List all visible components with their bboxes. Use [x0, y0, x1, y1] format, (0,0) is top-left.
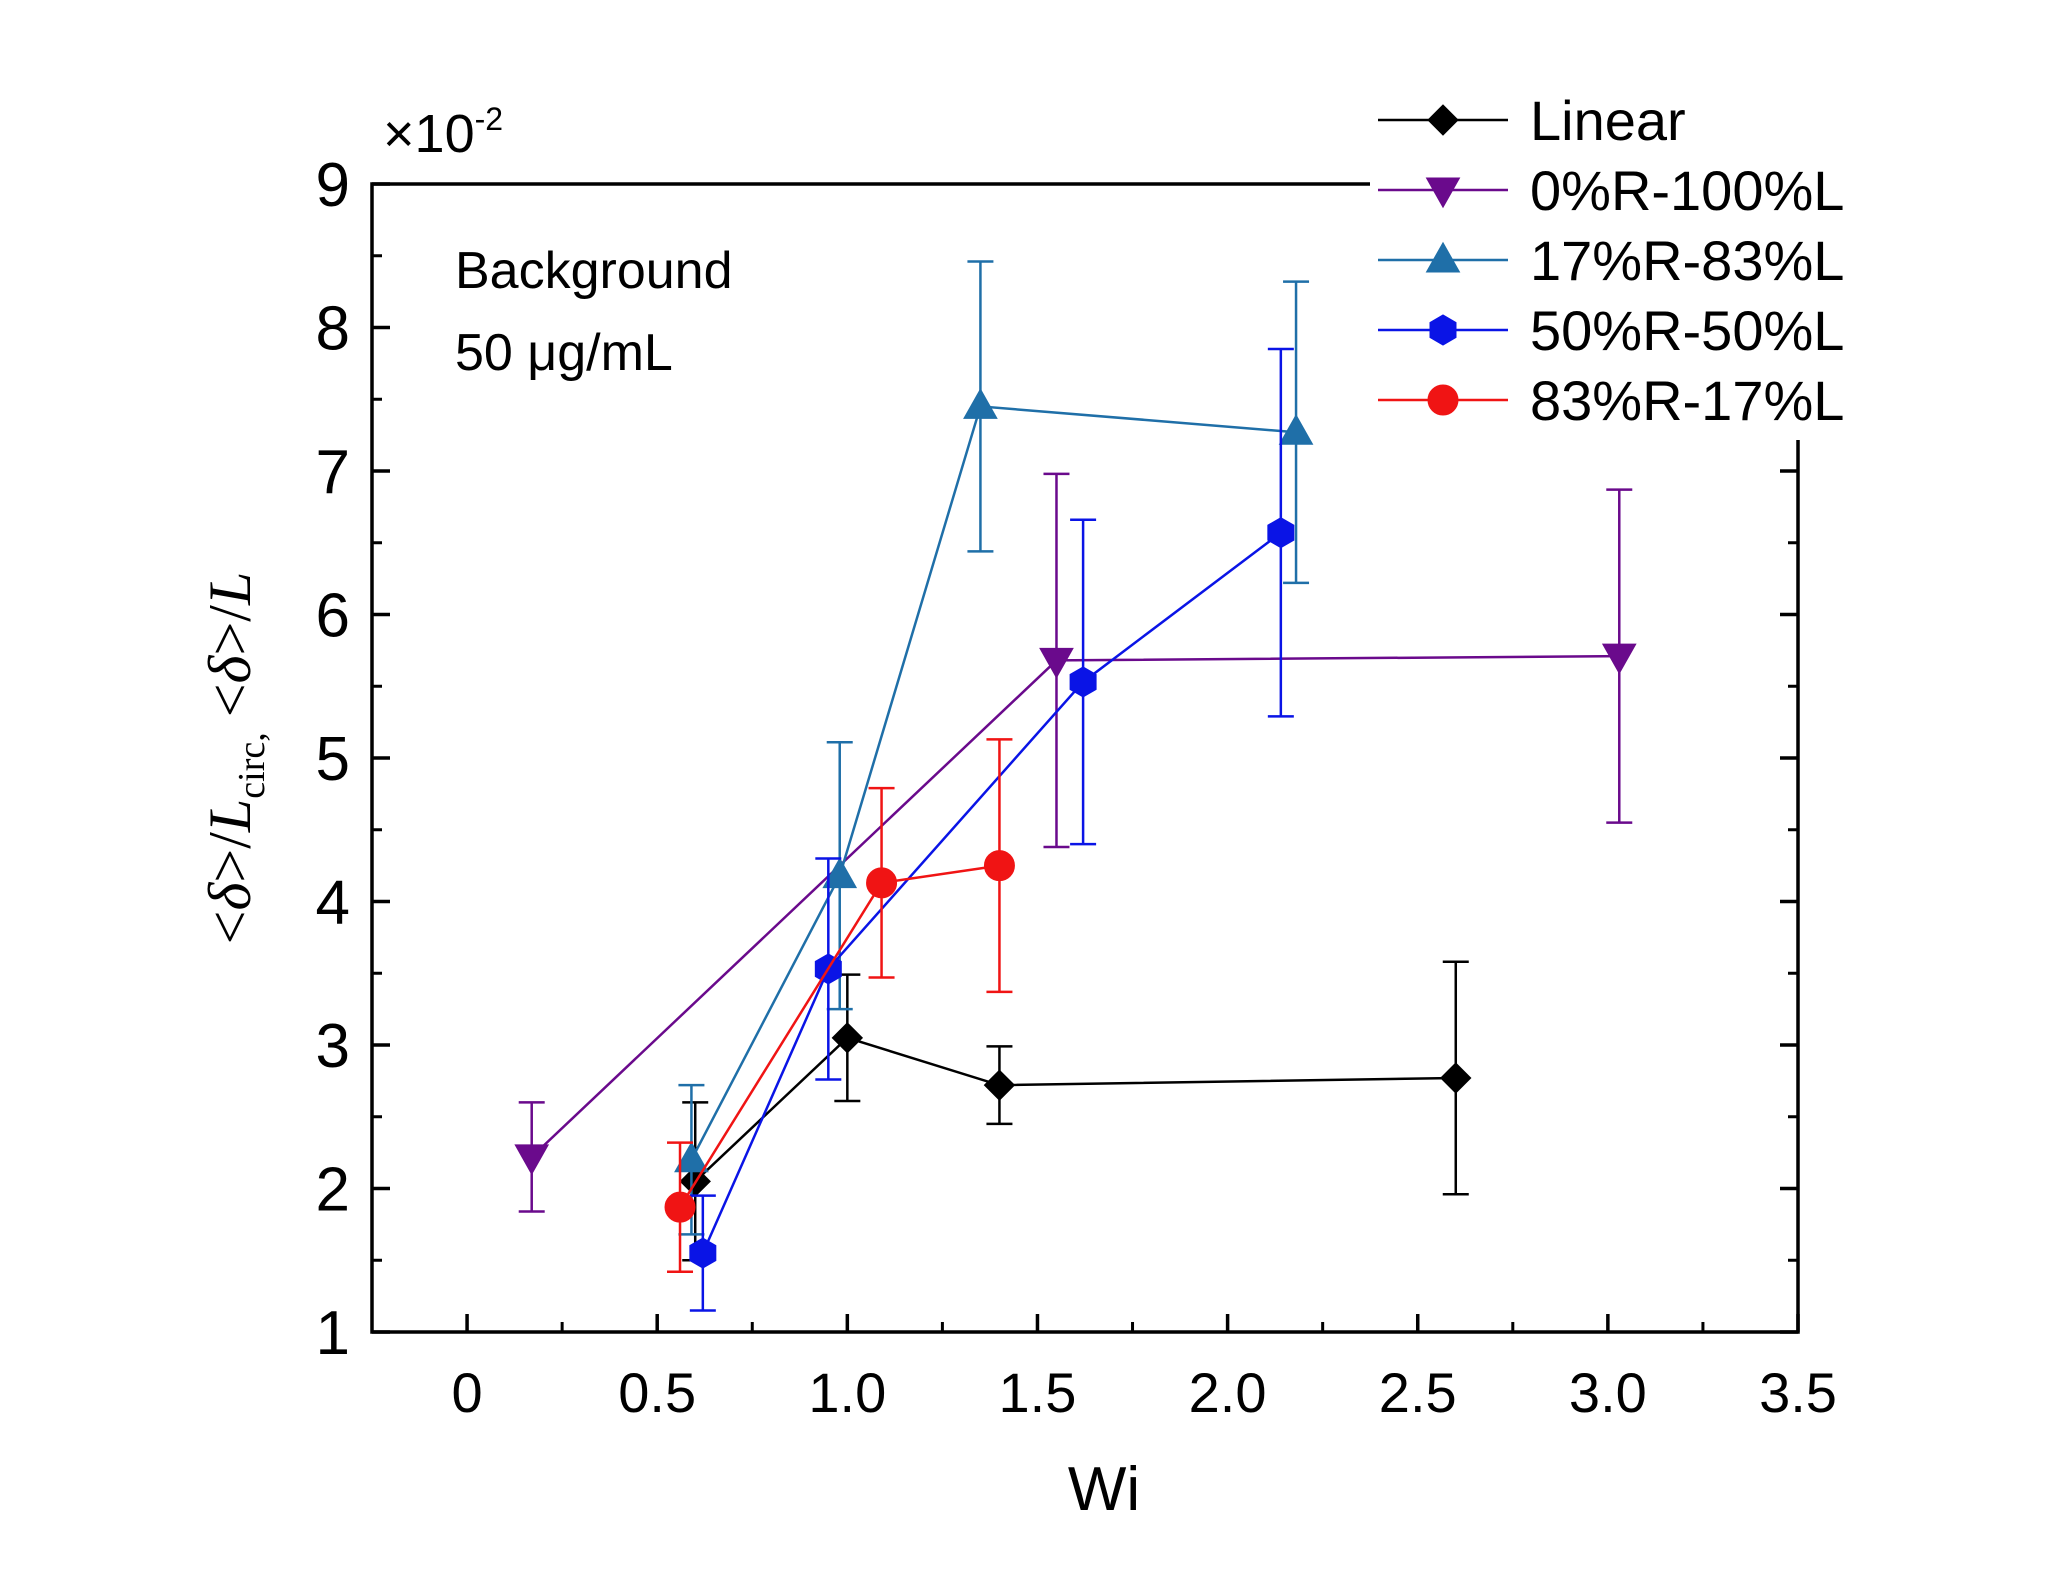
y-tick-label: 6 — [316, 582, 350, 651]
y-tick-label: 7 — [316, 438, 350, 507]
y-tick-label: 5 — [316, 725, 350, 794]
legend-label: 50%R-50%L — [1530, 299, 1844, 362]
legend-item: 0%R-100%L — [1378, 159, 1844, 222]
legend-marker — [1427, 104, 1459, 136]
data-point — [983, 850, 1015, 882]
x-tick-label: 0 — [451, 1361, 482, 1424]
data-point — [664, 1191, 696, 1223]
y-multiplier-label: ×10-2 — [383, 101, 503, 164]
y-tick-label: 8 — [316, 295, 350, 364]
y-tick-label: 3 — [316, 1012, 350, 1081]
x-tick-label: 3.5 — [1759, 1361, 1837, 1424]
data-point — [831, 1022, 864, 1054]
legend-marker — [1429, 314, 1457, 346]
legend-marker — [1425, 241, 1461, 273]
x-tick-label: 2.5 — [1379, 1361, 1457, 1424]
data-point — [983, 1069, 1016, 1101]
data-point — [866, 867, 898, 899]
legend-item: Linear — [1378, 89, 1686, 152]
y-tick-label: 2 — [316, 1156, 350, 1225]
data-point — [1601, 643, 1637, 675]
y-tick-label: 1 — [316, 1299, 350, 1368]
data-point — [1278, 413, 1314, 445]
legend-label: 17%R-83%L — [1530, 229, 1844, 292]
y-tick-label: 9 — [316, 151, 350, 220]
data-point — [689, 1237, 717, 1269]
legend-label: Linear — [1530, 89, 1686, 152]
data-point — [963, 388, 998, 419]
x-axis-label: Wi — [1068, 1455, 1140, 1524]
legend-marker — [1427, 384, 1459, 416]
series-0 — [679, 960, 1472, 1262]
legend-item: 83%R-17%L — [1378, 369, 1844, 432]
legend-item: 17%R-83%L — [1378, 229, 1844, 292]
y-tick-label: 4 — [316, 869, 350, 938]
data-point — [1440, 1062, 1472, 1094]
annotation-line-2: 50 μg/mL — [455, 324, 673, 382]
x-tick-label: 2.0 — [1189, 1361, 1267, 1424]
plot-area — [514, 260, 1637, 1312]
data-point — [674, 1141, 709, 1173]
data-point — [514, 1144, 550, 1176]
legend-label: 83%R-17%L — [1530, 369, 1844, 432]
series-1 — [514, 472, 1637, 1213]
series-line — [690, 405, 1297, 1161]
data-point — [822, 857, 858, 889]
legend-item: 50%R-50%L — [1378, 299, 1844, 362]
y-axis-label: <δ>/Lcirc, <δ>/L — [197, 572, 273, 945]
series-line — [701, 531, 1282, 1254]
x-axis: 0 0.5 1.0 1.5 2.0 2.5 3.0 3.5 — [370, 1314, 1837, 1424]
x-tick-label: 3.0 — [1569, 1361, 1647, 1424]
annotation-line-1: Background — [455, 242, 733, 300]
x-tick-label: 1.0 — [808, 1361, 886, 1424]
series-3 — [689, 347, 1295, 1312]
x-tick-label: 0.5 — [618, 1361, 696, 1424]
legend-background — [1370, 88, 1920, 440]
y-axis: 1 2 3 4 5 6 7 8 9 — [316, 151, 1798, 1368]
legend-marker — [1425, 177, 1461, 209]
data-point — [1039, 647, 1074, 679]
legend-label: 0%R-100%L — [1530, 159, 1844, 222]
x-tick-label: 1.5 — [999, 1361, 1077, 1424]
legend: Linear 0%R-100%L 17%R-83%L 50%R-50%L 83%R-17… — [1370, 88, 1920, 440]
series-4 — [664, 738, 1015, 1273]
data-point — [1069, 666, 1097, 698]
series-line — [694, 1036, 1456, 1183]
data-point — [1267, 517, 1295, 549]
